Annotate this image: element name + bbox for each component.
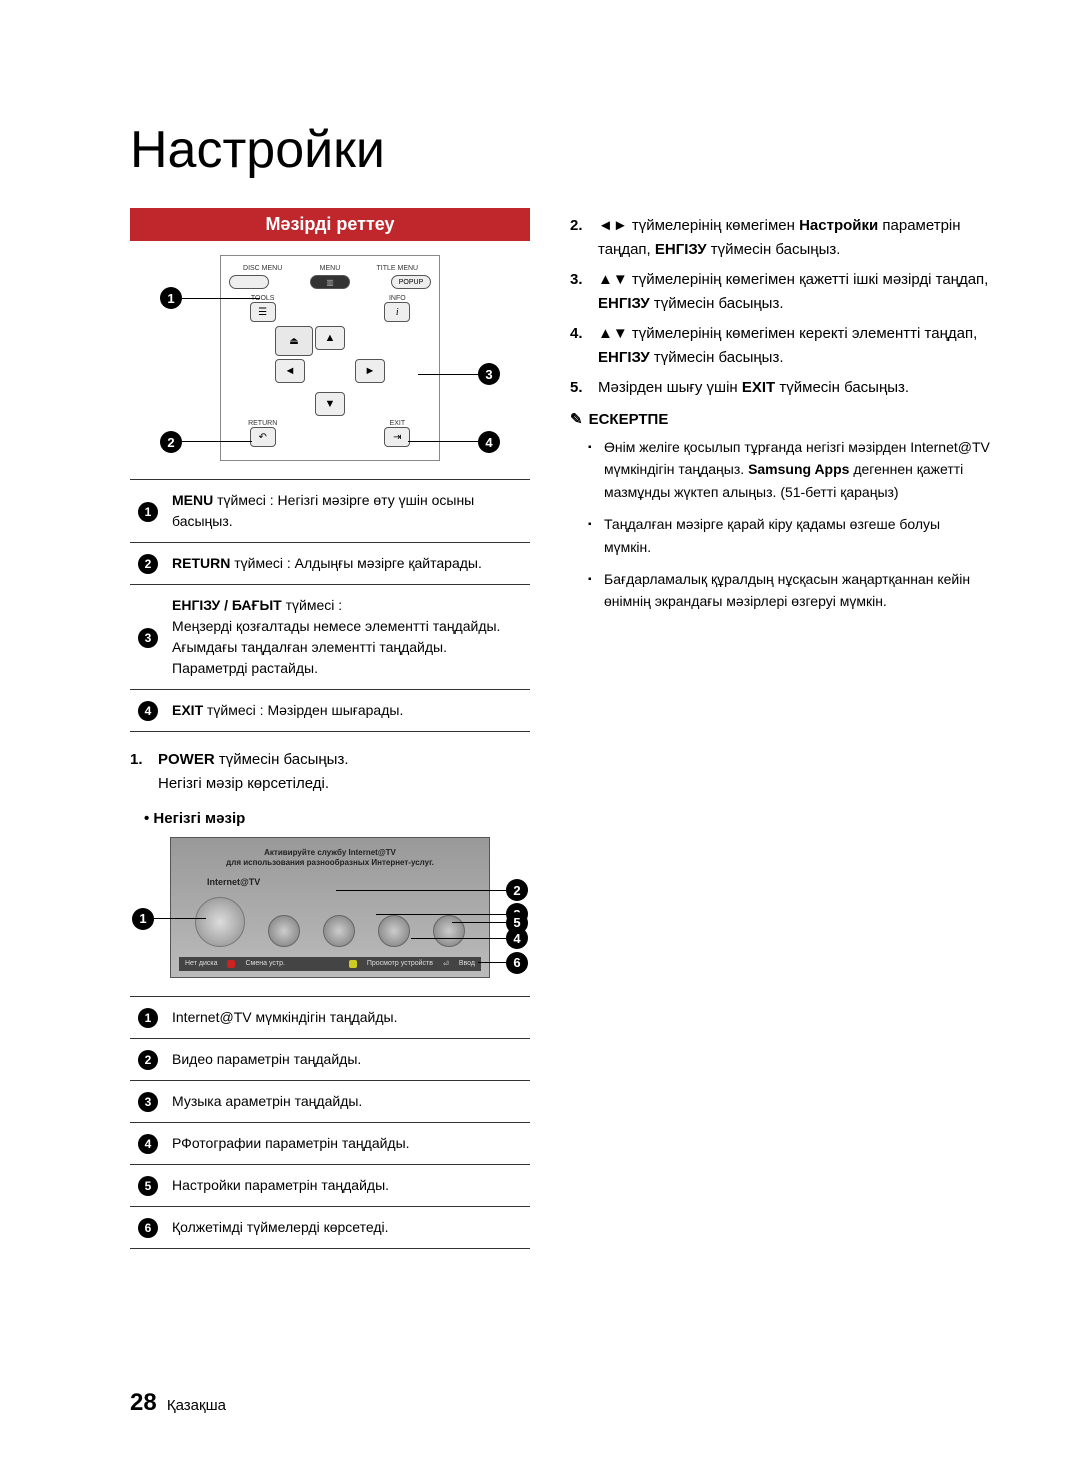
- notes-list: Өнім желіге қосылып тұрғанда негізгі мәз…: [570, 436, 990, 613]
- page-footer: 28 Қазақша: [130, 1389, 226, 1417]
- legend-num: 5: [138, 1176, 158, 1196]
- tv-legend-table: 1 Internet@TV мүмкіндігін таңдайды. 2 Видео…: [130, 996, 530, 1249]
- legend-num: 3: [138, 1092, 158, 1112]
- remote-label-title-menu: TITLE MENU: [364, 265, 431, 272]
- step-1-rest: түймесін басыңыз.: [215, 751, 349, 768]
- step-number: 1.: [130, 748, 150, 796]
- tv-callout-5: 5: [506, 912, 528, 934]
- tv-icon-internettv: [195, 897, 245, 947]
- tv-bottom-a: Смена устр.: [245, 960, 284, 967]
- legend-num: 3: [138, 628, 158, 648]
- step-1: 1. POWER түймесін басыңыз. Негізгі мәзір…: [130, 748, 530, 796]
- dpad: ▲ ▼ ◄ ► ⏏: [275, 326, 385, 416]
- step-text: Мәзірден шығу үшін EXIT түймесін басыңыз…: [598, 376, 909, 400]
- step-text: ◄► түймелерінің көмегімен Настройки пара…: [598, 214, 990, 262]
- note-item: Таңдалған мәзірге қарай кіру қадамы өзге…: [588, 513, 990, 558]
- legend-text: Қолжетімді түймелерді көрсетеді.: [166, 1206, 530, 1248]
- step-number: 4.: [570, 322, 590, 370]
- remote-callout-2: 2: [160, 431, 182, 453]
- tv-callout-6: 6: [506, 952, 528, 974]
- step-1-bold: POWER: [158, 751, 215, 768]
- left-column: Мәзірді реттеу DISC MENU MENU TITLE MENU…: [130, 208, 530, 1265]
- tv-bottom-d: Просмотр устройств: [367, 960, 433, 967]
- page-title: Настройки: [130, 120, 990, 180]
- legend-text: RETURN түймесі : Алдыңғы мәзірге қайтара…: [166, 543, 530, 585]
- menu-button: ▥: [310, 275, 350, 289]
- tv-icon-photo: [378, 915, 410, 947]
- remote-callout-4: 4: [478, 431, 500, 453]
- dpad-down: ▼: [315, 392, 345, 416]
- legend-num: 2: [138, 1050, 158, 1070]
- page-language: Қазақша: [167, 1397, 226, 1414]
- legend-num: 4: [138, 701, 158, 721]
- tv-diagram: Активируйте службу Internet@TV для испол…: [130, 837, 530, 978]
- tv-icon-video: [268, 915, 300, 947]
- note-heading: ЕСКЕРТПЕ: [570, 410, 990, 428]
- tv-internettv-label: Internet@TV: [207, 877, 481, 887]
- step-text: ▲▼ түймелерінің көмегімен қажетті ішкі м…: [598, 268, 990, 316]
- remote-label-return: RETURN: [229, 420, 296, 427]
- legend-text: EXIT түймесі : Мәзірден шығарады.: [166, 690, 530, 732]
- right-steps: 2.◄► түймелерінің көмегімен Настройки па…: [570, 214, 990, 400]
- legend-num: 2: [138, 554, 158, 574]
- info-button: i: [384, 302, 410, 322]
- legend-text: Internet@TV мүмкіндігін таңдайды.: [166, 996, 530, 1038]
- legend-text: Музыка араметрін таңдайды.: [166, 1080, 530, 1122]
- subhead-main-menu: • Негізгі мәзір: [144, 810, 530, 827]
- tv-callout-1: 1: [132, 908, 154, 930]
- section-banner: Мәзірді реттеу: [130, 208, 530, 241]
- tv-icon-settings: [433, 915, 465, 947]
- legend-num: 4: [138, 1134, 158, 1154]
- tv-top-line2: для использования разнообразных Интернет…: [179, 858, 481, 868]
- step-text: ▲▼ түймелерінің көмегімен керекті элемен…: [598, 322, 990, 370]
- remote-callout-1: 1: [160, 287, 182, 309]
- legend-text: РФотографии параметрін таңдайды.: [166, 1122, 530, 1164]
- step-number: 5.: [570, 376, 590, 400]
- remote-label-disc-menu: DISC MENU: [229, 265, 296, 272]
- remote-label-menu: MENU: [296, 265, 363, 272]
- dpad-right: ►: [355, 359, 385, 383]
- legend-num: 1: [138, 502, 158, 522]
- note-item: Бағдарламалық құралдың нұсқасын жаңартқа…: [588, 568, 990, 613]
- dpad-up: ▲: [315, 326, 345, 350]
- page-number: 28: [130, 1389, 157, 1416]
- legend-num: 1: [138, 1008, 158, 1028]
- tv-icon-music: [323, 915, 355, 947]
- tv-bottom-bar: Нет диска Смена устр. Просмотр устройств…: [179, 957, 481, 971]
- popup-button: POPUP: [391, 275, 431, 289]
- legend-text: Видео параметрін таңдайды.: [166, 1038, 530, 1080]
- exit-button: ⇥: [384, 427, 410, 447]
- tv-bottom-enter: Ввод: [459, 960, 475, 967]
- tv-yellow-dot-icon: [349, 960, 357, 968]
- tv-bottom-nodisk: Нет диска: [185, 960, 217, 967]
- step-1-line2: Негізгі мәзір көрсетіледі.: [158, 775, 329, 792]
- remote-label-exit: EXIT: [364, 420, 431, 427]
- legend-text: MENU түймесі : Негізгі мәзірге өту үшін …: [166, 480, 530, 543]
- tv-callout-2: 2: [506, 879, 528, 901]
- remote-legend-table: 1 MENU түймесі : Негізгі мәзірге өту үшін…: [130, 479, 530, 732]
- legend-text: ЕНГІЗУ / БАҒЫТ түймесі :Меңзерді қозғалт…: [166, 585, 530, 690]
- dpad-left: ◄: [275, 359, 305, 383]
- legend-num: 6: [138, 1218, 158, 1238]
- disc-menu-button: [229, 275, 269, 289]
- dpad-enter: ⏏: [275, 326, 313, 356]
- tools-button: ☰: [250, 302, 276, 322]
- return-button: ↶: [250, 427, 276, 447]
- step-number: 2.: [570, 214, 590, 262]
- tv-red-dot-icon: [227, 960, 235, 968]
- remote-diagram: DISC MENU MENU TITLE MENU ▥ POPUP TOOLS …: [130, 255, 530, 461]
- right-column: 2.◄► түймелерінің көмегімен Настройки па…: [570, 208, 990, 1265]
- remote-label-info: INFO: [364, 295, 431, 302]
- note-item: Өнім желіге қосылып тұрғанда негізгі мәз…: [588, 436, 990, 503]
- legend-text: Настройки параметрін таңдайды.: [166, 1164, 530, 1206]
- step-number: 3.: [570, 268, 590, 316]
- tv-top-line1: Активируйте службу Internet@TV: [179, 848, 481, 858]
- remote-callout-3: 3: [478, 363, 500, 385]
